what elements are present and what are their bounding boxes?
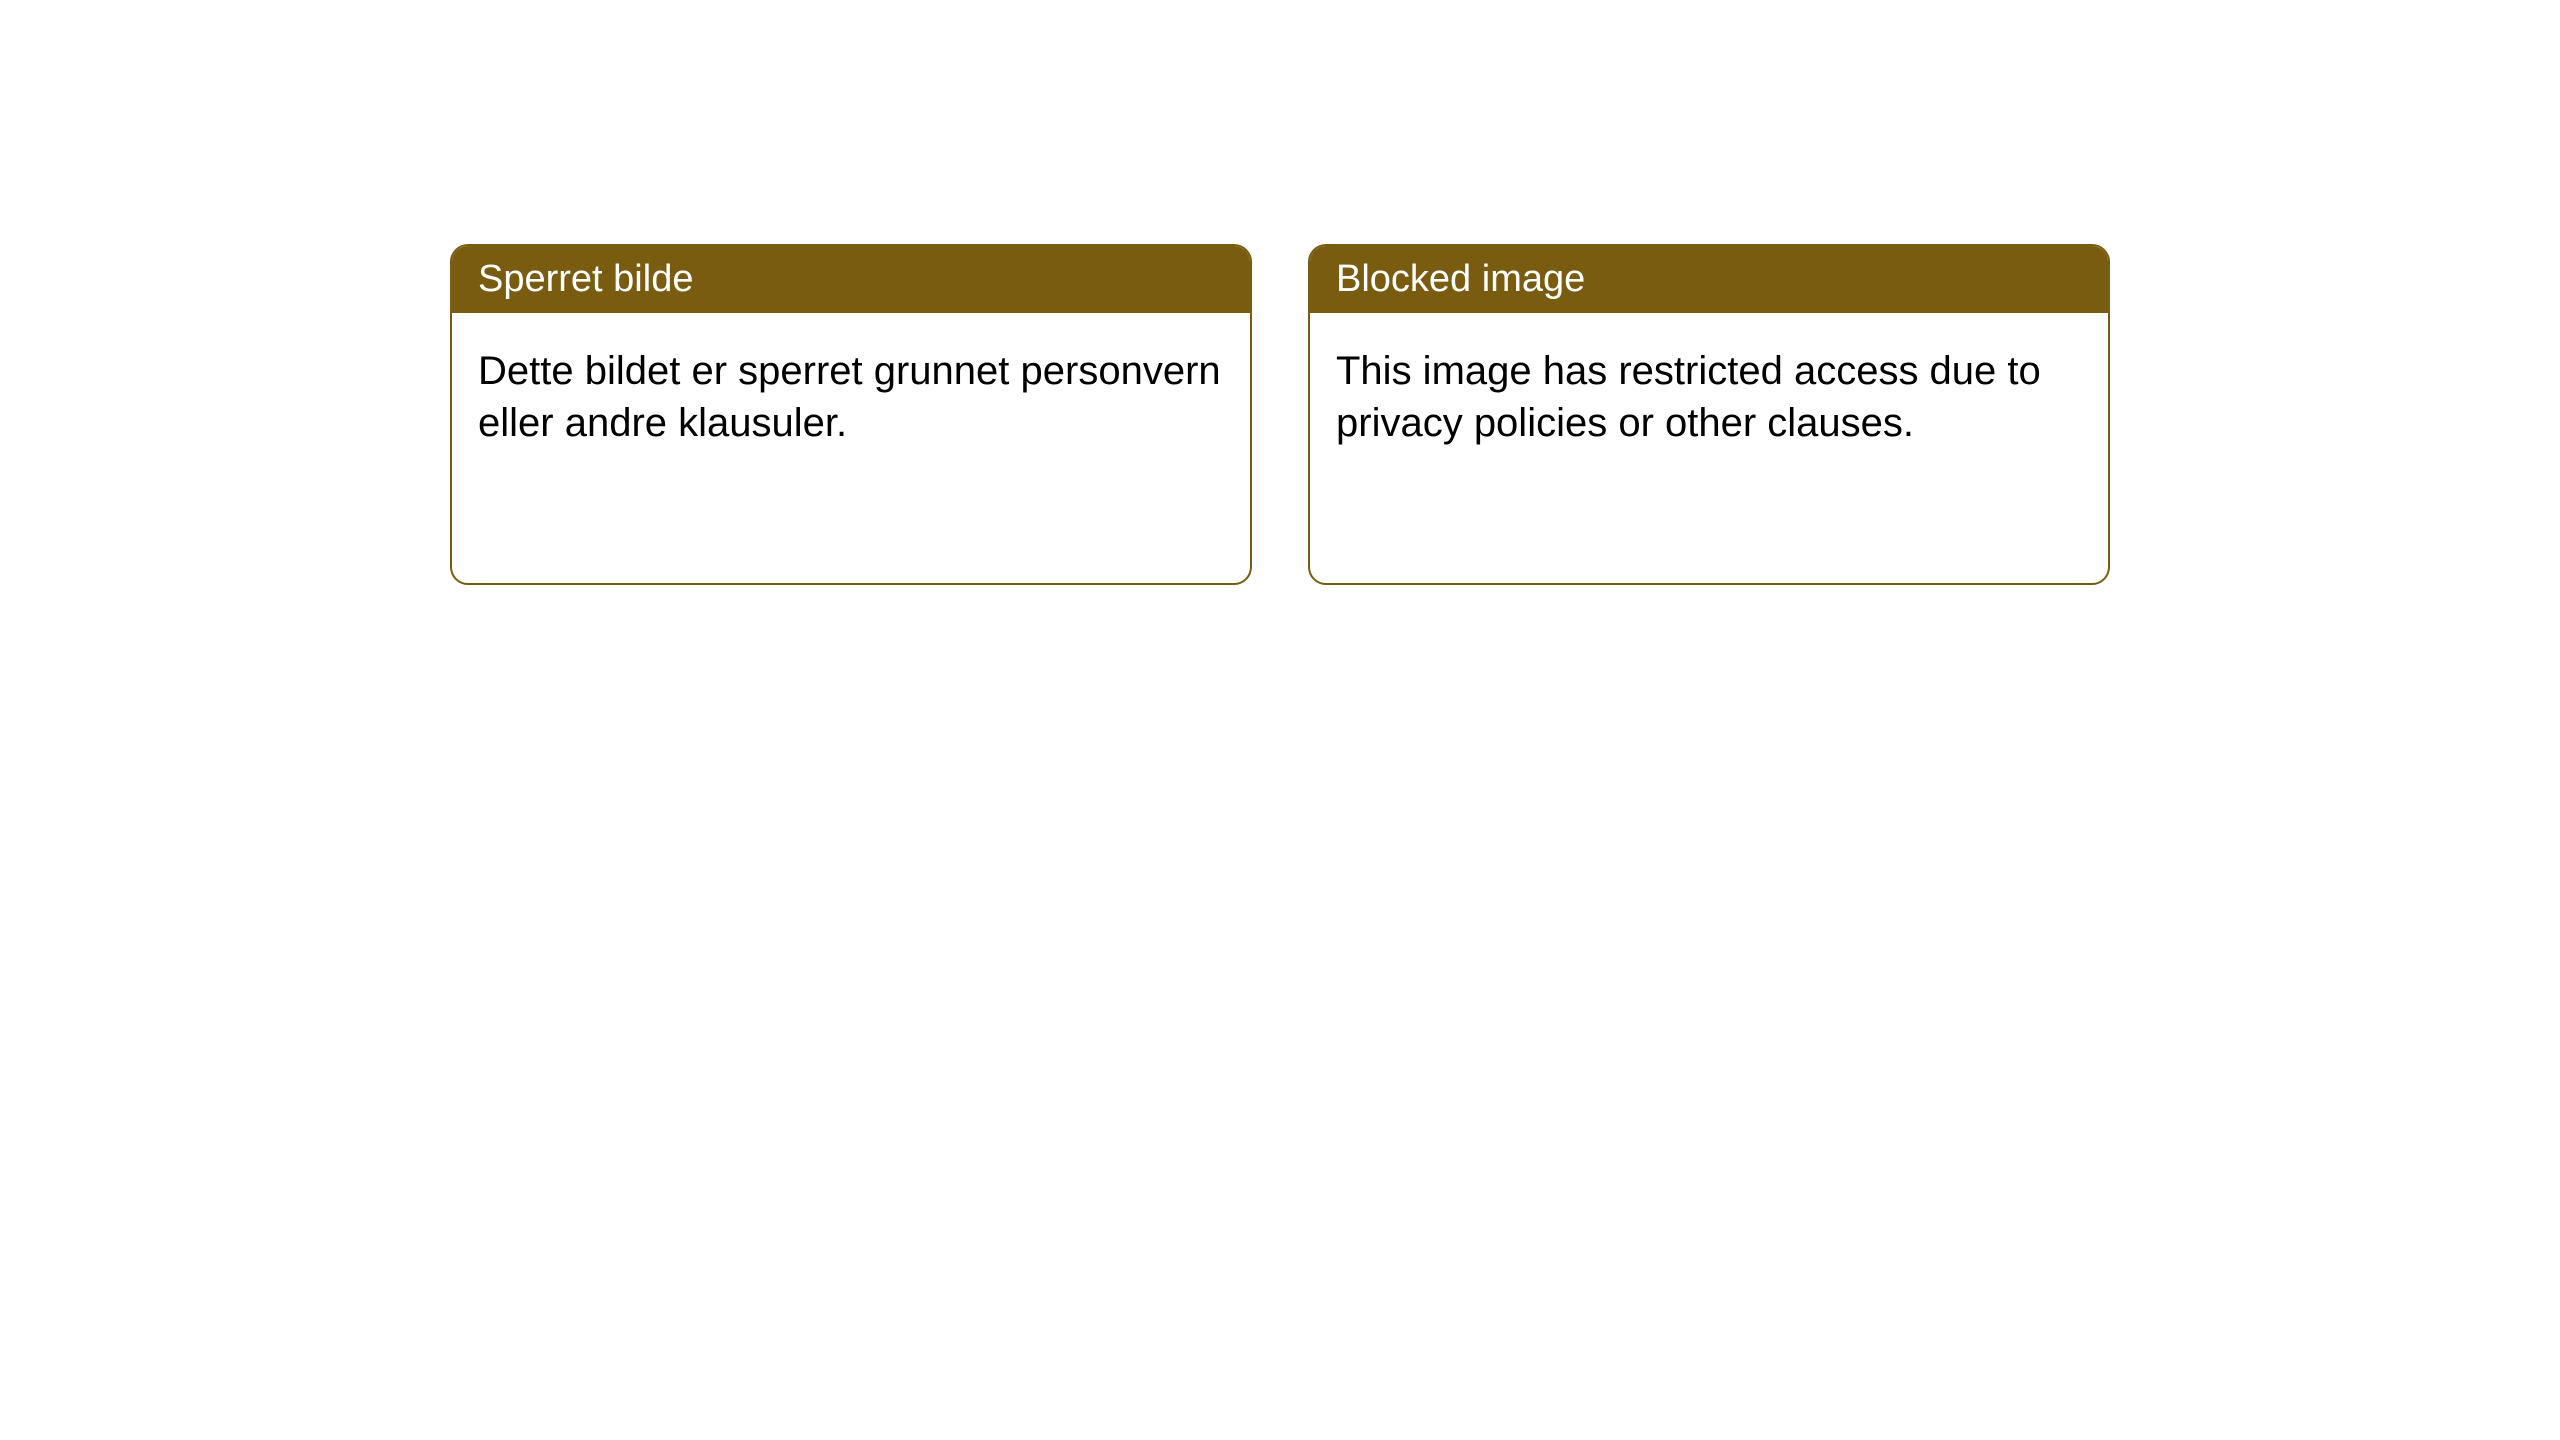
notice-text: This image has restricted access due to …: [1336, 349, 2041, 445]
notice-title: Sperret bilde: [478, 258, 693, 300]
notice-body: This image has restricted access due to …: [1310, 313, 2108, 583]
notice-title: Blocked image: [1336, 258, 1585, 300]
notice-card-english: Blocked image This image has restricted …: [1308, 244, 2110, 585]
notice-body: Dette bildet er sperret grunnet personve…: [452, 313, 1250, 583]
notice-card-norwegian: Sperret bilde Dette bildet er sperret gr…: [450, 244, 1252, 585]
notice-container: Sperret bilde Dette bildet er sperret gr…: [450, 244, 2110, 585]
notice-header: Blocked image: [1310, 246, 2108, 313]
notice-header: Sperret bilde: [452, 246, 1250, 313]
notice-text: Dette bildet er sperret grunnet personve…: [478, 349, 1221, 445]
